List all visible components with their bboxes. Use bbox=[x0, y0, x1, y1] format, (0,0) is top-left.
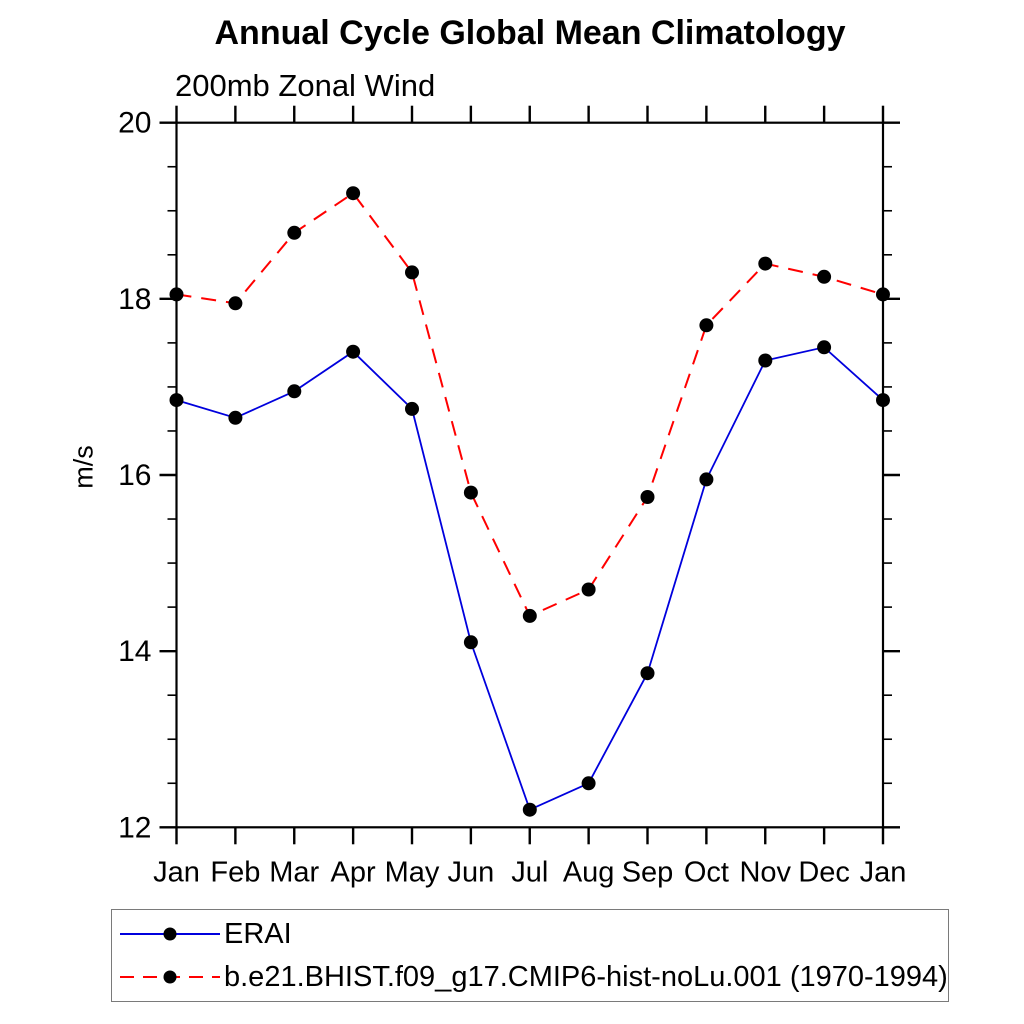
data-point-marker-1 bbox=[876, 287, 890, 302]
x-tick-label: May bbox=[385, 856, 440, 888]
y-tick-label: 12 bbox=[118, 811, 151, 844]
data-point-marker-0 bbox=[405, 401, 419, 416]
x-tick-label: Oct bbox=[684, 856, 729, 888]
x-tick-label: Nov bbox=[739, 856, 791, 888]
data-point-marker-0 bbox=[522, 802, 537, 817]
x-tick-label: Mar bbox=[269, 856, 319, 888]
x-tick-label: Sep bbox=[622, 856, 674, 888]
data-point-marker-1 bbox=[758, 256, 773, 271]
data-point-marker-1 bbox=[228, 296, 243, 311]
data-point-marker-1 bbox=[640, 490, 655, 504]
plot-frame bbox=[175, 121, 885, 829]
data-point-marker-1 bbox=[581, 582, 596, 597]
y-tick-label: 20 bbox=[118, 107, 151, 140]
data-point-marker-0 bbox=[817, 340, 832, 355]
legend-item-erai: ERAI bbox=[112, 915, 948, 953]
legend-box: ERAI b.e21.BHIST.f09_g17.CMIP6-hist-noLu… bbox=[111, 909, 949, 1002]
legend-marker-dot bbox=[163, 927, 177, 941]
data-point-marker-1 bbox=[817, 269, 832, 284]
legend-line-sample-dashed bbox=[120, 970, 220, 984]
data-point-marker-0 bbox=[169, 393, 184, 408]
x-tick-label: Aug bbox=[563, 856, 615, 888]
chart-subtitle: 200mb Zonal Wind bbox=[175, 68, 436, 103]
y-tick-label: 16 bbox=[118, 459, 151, 492]
data-point-marker-1 bbox=[169, 287, 184, 302]
data-point-marker-1 bbox=[522, 608, 537, 623]
legend-line-sample-solid bbox=[120, 927, 220, 941]
legend-marker-dot bbox=[163, 970, 177, 984]
data-point-marker-1 bbox=[699, 318, 714, 333]
data-point-marker-1 bbox=[463, 485, 478, 500]
data-point-marker-0 bbox=[287, 384, 302, 399]
x-tick-label: Feb bbox=[210, 856, 260, 888]
data-point-marker-0 bbox=[581, 776, 596, 791]
x-tick-label: Apr bbox=[331, 856, 376, 888]
x-tick-label: Jan bbox=[153, 856, 200, 888]
legend-label-model: b.e21.BHIST.f09_g17.CMIP6-hist-noLu.001 … bbox=[224, 960, 948, 993]
x-tick-label: Dec bbox=[798, 856, 850, 888]
x-tick-label: Jul bbox=[511, 856, 548, 888]
data-point-marker-0 bbox=[699, 472, 714, 487]
data-point-marker-0 bbox=[346, 344, 361, 359]
data-point-marker-1 bbox=[346, 186, 361, 201]
chart-title: Annual Cycle Global Mean Climatology bbox=[214, 14, 846, 52]
data-point-marker-0 bbox=[463, 635, 478, 650]
x-tick-label: Jun bbox=[447, 856, 494, 888]
data-point-marker-1 bbox=[287, 225, 302, 240]
series-line-0 bbox=[176, 346, 884, 811]
series-line-1 bbox=[176, 191, 884, 618]
data-point-marker-1 bbox=[405, 265, 419, 280]
data-point-marker-0 bbox=[876, 393, 890, 408]
data-point-marker-0 bbox=[758, 353, 773, 368]
data-point-marker-0 bbox=[228, 410, 243, 425]
x-tick-label: Jan bbox=[860, 856, 907, 888]
data-point-marker-0 bbox=[640, 666, 655, 681]
legend-label-erai: ERAI bbox=[224, 917, 292, 950]
y-tick-label: 14 bbox=[118, 635, 151, 668]
y-tick-label: 18 bbox=[118, 283, 151, 316]
legend-item-model: b.e21.BHIST.f09_g17.CMIP6-hist-noLu.001 … bbox=[112, 958, 948, 996]
